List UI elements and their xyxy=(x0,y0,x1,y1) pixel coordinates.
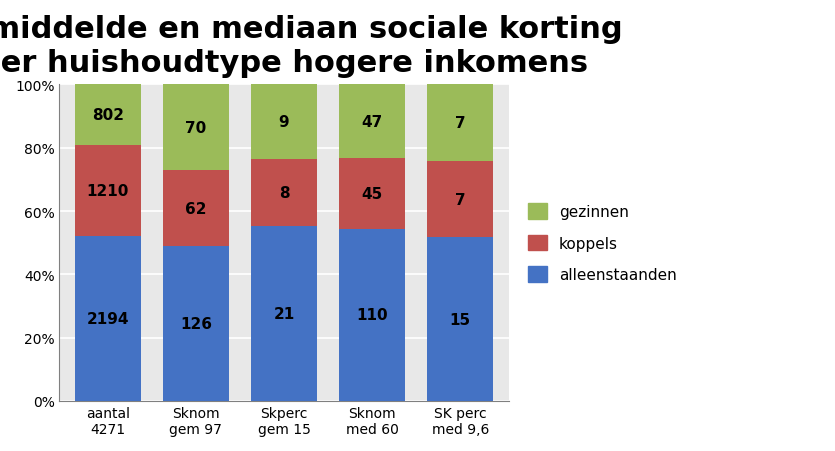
Bar xyxy=(163,171,229,247)
Bar xyxy=(163,247,229,401)
Text: 110: 110 xyxy=(357,308,388,322)
Text: 62: 62 xyxy=(185,202,207,216)
Text: 126: 126 xyxy=(180,317,212,331)
Text: 21: 21 xyxy=(273,306,295,321)
Bar xyxy=(163,85,229,171)
Bar xyxy=(428,238,493,401)
Bar xyxy=(75,85,141,146)
Text: 8: 8 xyxy=(279,186,290,201)
Bar xyxy=(339,229,405,401)
Text: 802: 802 xyxy=(92,108,124,123)
Text: 70: 70 xyxy=(185,121,206,136)
Bar xyxy=(251,226,317,401)
Bar xyxy=(251,85,317,160)
Text: 9: 9 xyxy=(279,115,290,130)
Bar xyxy=(75,236,141,401)
Text: 2194: 2194 xyxy=(87,311,129,326)
Legend: gezinnen, koppels, alleenstaanden: gezinnen, koppels, alleenstaanden xyxy=(521,196,685,290)
Text: 45: 45 xyxy=(362,186,382,202)
Bar xyxy=(75,146,141,236)
Title: gemiddelde en mediaan sociale korting
per huishoudtype hogere inkomens: gemiddelde en mediaan sociale korting pe… xyxy=(0,15,622,78)
Bar xyxy=(339,85,405,159)
Text: 1210: 1210 xyxy=(87,184,129,198)
Text: 7: 7 xyxy=(455,116,466,131)
Text: 15: 15 xyxy=(450,312,471,327)
Bar xyxy=(339,159,405,229)
Bar xyxy=(251,160,317,226)
Bar xyxy=(428,85,493,161)
Text: 7: 7 xyxy=(455,192,466,207)
Text: 47: 47 xyxy=(362,115,382,129)
Bar xyxy=(428,161,493,238)
